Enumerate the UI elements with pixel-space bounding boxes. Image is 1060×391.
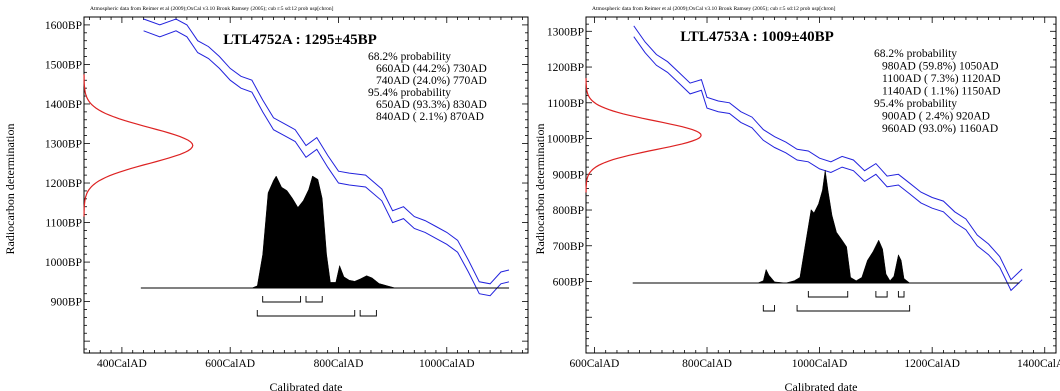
probability-annotation: 95.4% probability bbox=[368, 87, 451, 99]
chart-header-text: Atmospheric data from Reimer et al (2009… bbox=[592, 5, 836, 12]
y-tick-label: 700BP bbox=[553, 241, 584, 253]
y-tick-label: 1200BP bbox=[547, 62, 584, 74]
x-tick-label: 600CalAD bbox=[205, 358, 255, 370]
y-tick-label: 1300BP bbox=[547, 26, 584, 38]
y-tick-label: 1000BP bbox=[45, 257, 82, 269]
x-tick-label: 1000CalAD bbox=[792, 358, 848, 370]
probability-annotation: 840AD ( 2.1%) 870AD bbox=[376, 111, 484, 123]
probability-annotation: 660AD (44.2%) 730AD bbox=[376, 63, 487, 75]
y-tick-label: 600BP bbox=[553, 277, 584, 289]
x-tick-label: 600CalAD bbox=[570, 358, 620, 370]
radiocarbon-gaussian-curve bbox=[585, 78, 702, 193]
probability-annotation: 960AD (93.0%) 1160AD bbox=[882, 123, 998, 135]
probability-annotation: 95.4% probability bbox=[874, 98, 957, 110]
chart-title: LTL4752A : 1295±45BP bbox=[223, 32, 377, 48]
probability-annotation: 1140AD ( 1.1%) 1150AD bbox=[882, 86, 1001, 98]
calibration-curve-upper bbox=[143, 18, 510, 285]
y-axis-label: Radiocarbon determination bbox=[3, 124, 17, 255]
x-tick-label: 800CalAD bbox=[682, 358, 732, 370]
y-tick-label: 1600BP bbox=[45, 20, 82, 32]
calibration-curve-upper bbox=[633, 25, 1023, 281]
range-bracket-95 bbox=[359, 310, 377, 317]
calibration-plot-ltl4752a: Atmospheric data from Reimer et al (2009… bbox=[3, 5, 529, 391]
radiocarbon-gaussian-curve bbox=[83, 74, 194, 217]
range-bracket-68 bbox=[262, 296, 302, 303]
x-tick-label: 1000CalAD bbox=[419, 358, 475, 370]
y-tick-label: 1000BP bbox=[547, 134, 584, 146]
probability-annotation: 740AD (24.0%) 770AD bbox=[376, 75, 487, 87]
y-tick-label: 800BP bbox=[553, 205, 584, 217]
x-tick-label: 1200CalAD bbox=[904, 358, 960, 370]
probability-annotation: 980AD (59.8%) 1050AD bbox=[882, 61, 999, 73]
y-tick-label: 900BP bbox=[51, 297, 82, 309]
calibrated-date-distribution bbox=[757, 169, 921, 284]
range-bracket-95 bbox=[762, 305, 776, 312]
range-bracket-95 bbox=[796, 305, 911, 312]
calibration-curve-lower bbox=[143, 30, 510, 297]
x-tick-label: 400CalAD bbox=[97, 358, 147, 370]
range-bracket-68 bbox=[897, 291, 905, 298]
probability-annotation: 68.2% probability bbox=[368, 51, 451, 63]
calibration-plot-ltl4753a: Atmospheric data from Reimer et al (2009… bbox=[533, 5, 1060, 391]
x-tick-label: 1400CalAD bbox=[1017, 358, 1060, 370]
chart-title: LTL4753A : 1009±40BP bbox=[680, 29, 834, 45]
probability-annotation: 650AD (93.3%) 830AD bbox=[376, 99, 487, 111]
calibrated-date-distribution bbox=[251, 175, 396, 289]
probability-annotation: 900AD ( 2.4%) 920AD bbox=[882, 111, 990, 123]
probability-annotation: 1100AD ( 7.3%) 1120AD bbox=[882, 73, 1001, 85]
range-bracket-68 bbox=[807, 291, 849, 298]
y-tick-label: 1100BP bbox=[45, 218, 82, 230]
range-bracket-68 bbox=[305, 296, 323, 303]
y-tick-label: 1300BP bbox=[45, 138, 82, 150]
x-axis-label: Calibrated date bbox=[785, 380, 858, 391]
y-tick-label: 1400BP bbox=[45, 99, 82, 111]
y-tick-label: 1500BP bbox=[45, 59, 82, 71]
y-tick-label: 900BP bbox=[553, 169, 584, 181]
x-axis-label: Calibrated date bbox=[270, 380, 343, 391]
y-tick-label: 1100BP bbox=[547, 98, 584, 110]
x-tick-label: 800CalAD bbox=[314, 358, 364, 370]
range-bracket-95 bbox=[256, 310, 356, 317]
probability-annotation: 68.2% probability bbox=[874, 48, 957, 60]
y-tick-label: 1200BP bbox=[45, 178, 82, 190]
range-bracket-68 bbox=[875, 291, 888, 298]
chart-header-text: Atmospheric data from Reimer et al (2009… bbox=[90, 5, 334, 12]
y-axis-label: Radiocarbon determination bbox=[533, 124, 547, 255]
